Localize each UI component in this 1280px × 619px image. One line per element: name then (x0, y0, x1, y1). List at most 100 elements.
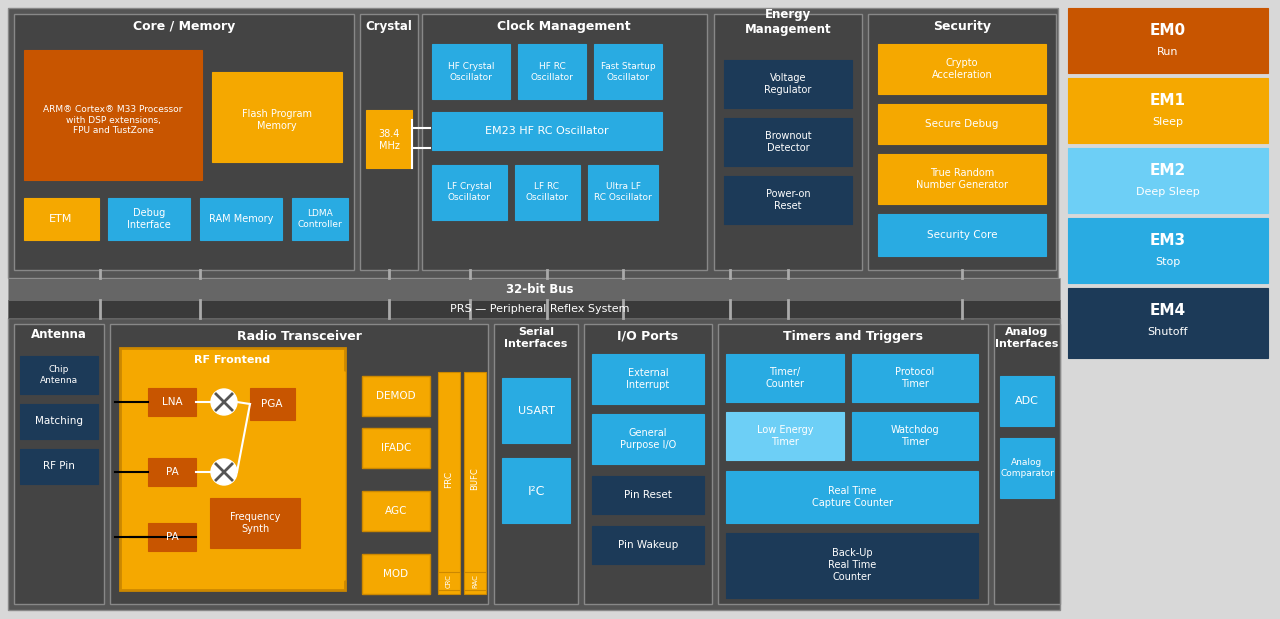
Bar (502, 458, 570, 523)
Text: USART: USART (517, 406, 554, 416)
Text: EM1: EM1 (1149, 92, 1187, 108)
Text: BUFC: BUFC (471, 467, 480, 490)
Text: FRC: FRC (444, 470, 453, 488)
Text: 32-bit Bus: 32-bit Bus (507, 282, 573, 295)
Text: Power-on
Reset: Power-on Reset (765, 189, 810, 211)
Text: Sleep: Sleep (1152, 117, 1184, 127)
Text: EM2: EM2 (1149, 163, 1187, 178)
Bar (366, 110, 412, 168)
Bar (24, 50, 202, 180)
Text: HF Crystal
Oscillator: HF Crystal Oscillator (448, 63, 494, 82)
Text: Pin Wakeup: Pin Wakeup (618, 540, 678, 550)
Text: Antenna: Antenna (31, 327, 87, 340)
Bar (515, 165, 580, 220)
Bar (1068, 288, 1268, 358)
Bar (20, 404, 99, 439)
Text: EM0: EM0 (1149, 22, 1187, 38)
Bar (995, 324, 1060, 604)
Text: MOD: MOD (384, 569, 408, 579)
Bar (8, 278, 1060, 300)
Text: Energy
Management: Energy Management (745, 8, 831, 36)
Bar (878, 214, 1046, 256)
Bar (148, 523, 196, 551)
Bar (108, 198, 189, 240)
Bar (8, 318, 1060, 610)
Bar (591, 526, 704, 564)
Bar (148, 458, 196, 486)
Text: IFADC: IFADC (381, 443, 411, 453)
Text: Deep Sleep: Deep Sleep (1137, 187, 1199, 197)
Bar (360, 14, 419, 270)
Bar (438, 372, 460, 594)
Circle shape (211, 459, 237, 485)
Text: ARM® Cortex® M33 Processor
with DSP extensions,
FPU and TustZone: ARM® Cortex® M33 Processor with DSP exte… (44, 105, 183, 135)
Bar (362, 491, 430, 531)
Bar (8, 8, 1059, 278)
Text: Security: Security (933, 20, 991, 33)
Text: Voltage
Regulator: Voltage Regulator (764, 73, 812, 95)
Text: ADC: ADC (1015, 396, 1039, 406)
Bar (852, 412, 978, 460)
Bar (24, 198, 99, 240)
Text: External
Interrupt: External Interrupt (626, 368, 669, 390)
Bar (200, 198, 282, 240)
Text: Protocol
Timer: Protocol Timer (896, 367, 934, 389)
Text: I/O Ports: I/O Ports (617, 329, 678, 342)
Bar (594, 44, 662, 99)
Bar (433, 165, 507, 220)
Text: Real Time
Capture Counter: Real Time Capture Counter (812, 486, 892, 508)
Text: LDMA
Controller: LDMA Controller (298, 209, 342, 228)
Text: Timers and Triggers: Timers and Triggers (783, 329, 923, 342)
Bar (120, 348, 346, 590)
Bar (110, 324, 488, 604)
Text: Timer/
Counter: Timer/ Counter (765, 367, 805, 389)
Circle shape (211, 389, 237, 415)
Text: LNA: LNA (161, 397, 182, 407)
Bar (8, 300, 1060, 318)
Text: Security Core: Security Core (927, 230, 997, 240)
Bar (584, 324, 712, 604)
Text: Stop: Stop (1156, 257, 1180, 267)
Bar (726, 533, 978, 598)
Text: RF Frontend: RF Frontend (195, 355, 270, 365)
Text: True Random
Number Generator: True Random Number Generator (916, 168, 1009, 190)
Bar (724, 176, 852, 224)
Bar (868, 14, 1056, 270)
Text: Debug
Interface: Debug Interface (127, 208, 170, 230)
Bar (1000, 438, 1053, 498)
Text: PGA: PGA (261, 399, 283, 409)
Text: Crypto
Acceleration: Crypto Acceleration (932, 58, 992, 80)
Bar (1000, 376, 1053, 426)
Text: Pin Reset: Pin Reset (625, 490, 672, 500)
Text: Low Energy
Timer: Low Energy Timer (756, 425, 813, 447)
Bar (438, 572, 460, 590)
Text: HF RC
Oscillator: HF RC Oscillator (531, 63, 573, 82)
Bar (502, 378, 570, 443)
Text: PA: PA (165, 467, 178, 477)
Text: Radio Transceiver: Radio Transceiver (237, 329, 361, 342)
Text: Brownout
Detector: Brownout Detector (764, 131, 812, 153)
Text: Watchdog
Timer: Watchdog Timer (891, 425, 940, 447)
Bar (1068, 148, 1268, 213)
Text: ETM: ETM (50, 214, 73, 224)
Bar (588, 165, 658, 220)
Text: RAC: RAC (472, 574, 477, 588)
Bar (362, 376, 430, 416)
Bar (878, 44, 1046, 94)
Text: 38.4
MHz: 38.4 MHz (379, 129, 399, 151)
Text: Ultra LF
RC Oscillator: Ultra LF RC Oscillator (594, 183, 652, 202)
Bar (362, 554, 430, 594)
Bar (726, 412, 844, 460)
Text: Back-Up
Real Time
Counter: Back-Up Real Time Counter (828, 548, 876, 582)
Text: Secure Debug: Secure Debug (925, 119, 998, 129)
Text: Serial
Interfaces: Serial Interfaces (504, 327, 568, 348)
Bar (714, 14, 861, 270)
Text: Frequency
Synth: Frequency Synth (230, 512, 280, 534)
Text: Flash Program
Memory: Flash Program Memory (242, 109, 312, 131)
Bar (465, 372, 486, 594)
Text: Analog
Interfaces: Analog Interfaces (996, 327, 1059, 348)
Bar (14, 324, 104, 604)
Text: CRC: CRC (445, 574, 452, 588)
Text: Run: Run (1157, 47, 1179, 57)
Text: RF Pin: RF Pin (44, 461, 76, 471)
